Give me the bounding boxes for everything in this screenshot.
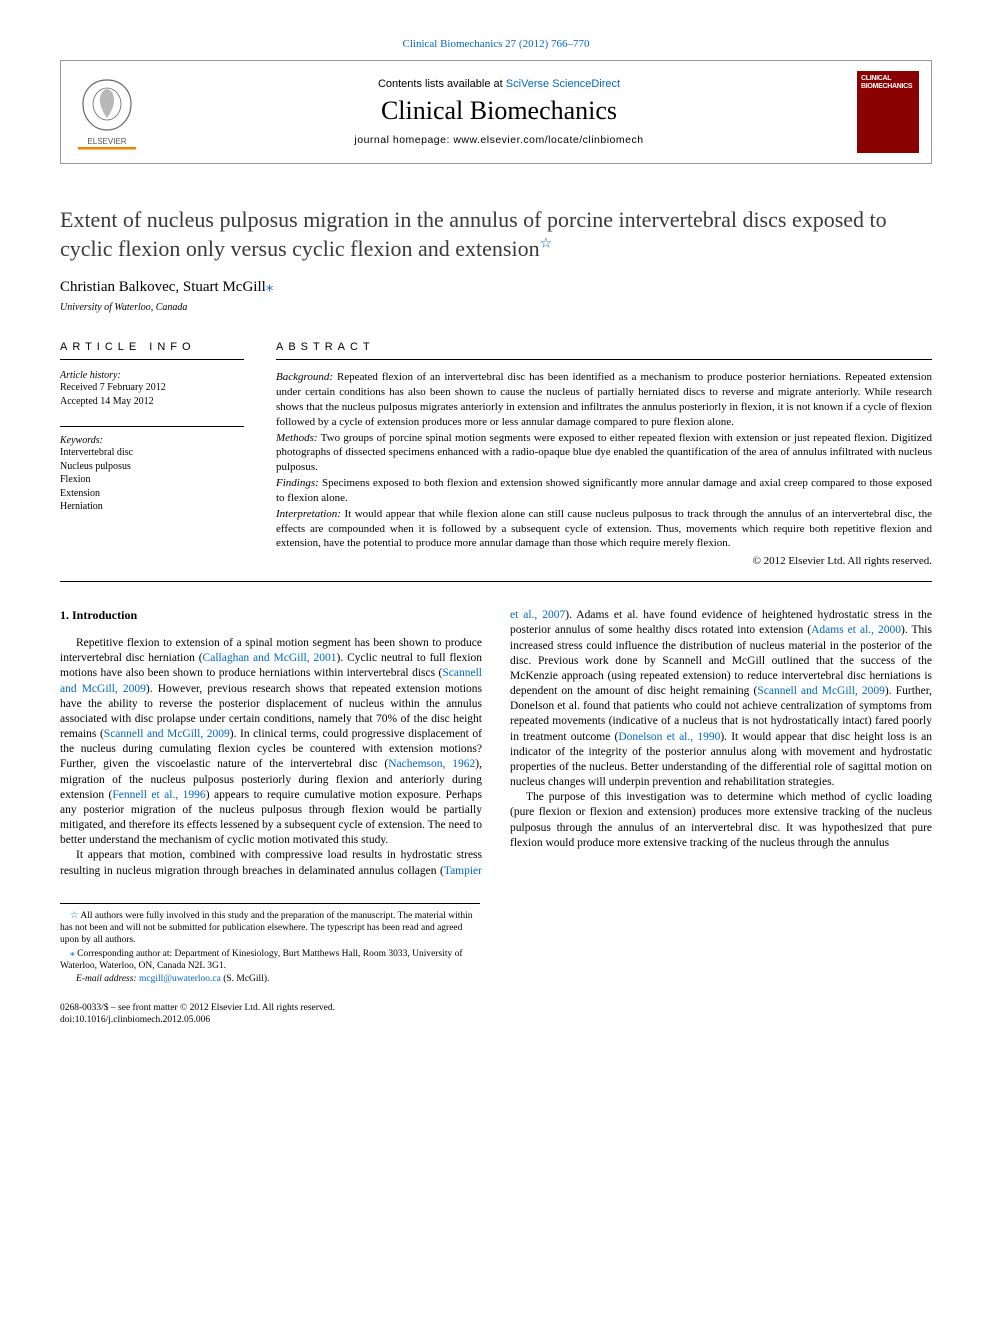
- abstract-body: Background: Repeated flexion of an inter…: [276, 370, 932, 569]
- abs-interpretation-text: It would appear that while flexion alone…: [276, 508, 932, 550]
- abs-methods-label: Methods:: [276, 432, 318, 444]
- citation-link[interactable]: Scannell and McGill, 2009: [757, 685, 885, 697]
- introduction-heading: 1. Introduction: [60, 608, 482, 624]
- title-footnote-marker[interactable]: ☆: [540, 236, 553, 251]
- author-list: Christian Balkovec, Stuart McGill⁎: [60, 277, 932, 296]
- footnotes: ☆ All authors were fully involved in thi…: [60, 903, 480, 986]
- doi-line: doi:10.1016/j.clinbiomech.2012.05.006: [60, 1014, 932, 1026]
- keyword-item: Flexion: [60, 473, 244, 487]
- sciencedirect-link[interactable]: SciVerse ScienceDirect: [506, 78, 620, 90]
- article-body: 1. Introduction Repetitive flexion to ex…: [60, 608, 932, 879]
- journal-name: Clinical Biomechanics: [141, 96, 857, 126]
- citation-link[interactable]: Adams et al., 2000: [811, 624, 901, 636]
- corresponding-marker[interactable]: ⁎: [266, 279, 274, 295]
- affiliation: University of Waterloo, Canada: [60, 302, 932, 313]
- corresponding-footnote: ⁎ Corresponding author at: Department of…: [60, 948, 480, 973]
- article-meta-row: ARTICLE INFO Article history: Received 7…: [60, 341, 932, 582]
- keyword-item: Intervertebral disc: [60, 446, 244, 460]
- journal-cover-thumb: CLINICAL BIOMECHANICS: [857, 71, 919, 153]
- keyword-item: Nucleus pulposus: [60, 460, 244, 474]
- keyword-item: Extension: [60, 487, 244, 501]
- elsevier-logo: ELSEVIER: [73, 74, 141, 150]
- abs-findings-text: Specimens exposed to both flexion and ex…: [276, 477, 932, 504]
- abs-background-text: Repeated flexion of an intervertebral di…: [276, 371, 932, 428]
- keywords-block: Keywords: Intervertebral disc Nucleus pu…: [60, 426, 244, 514]
- star-footnote: ☆ All authors were fully involved in thi…: [60, 910, 480, 947]
- abstract-copyright: © 2012 Elsevier Ltd. All rights reserved…: [276, 554, 932, 569]
- issn-line: 0268-0033/$ – see front matter © 2012 El…: [60, 1002, 932, 1014]
- page-footer: 0268-0033/$ – see front matter © 2012 El…: [60, 1002, 932, 1027]
- email-link[interactable]: mcgill@uwaterloo.ca: [139, 974, 221, 984]
- abs-background-label: Background:: [276, 371, 333, 383]
- citation-link[interactable]: Clinical Biomechanics 27 (2012) 766–770: [403, 38, 590, 50]
- citation-link[interactable]: Scannell and McGill, 2009: [104, 728, 230, 740]
- body-paragraph: The purpose of this investigation was to…: [510, 790, 932, 851]
- abstract-heading: ABSTRACT: [276, 341, 932, 360]
- journal-homepage: journal homepage: www.elsevier.com/locat…: [141, 134, 857, 146]
- keyword-item: Herniation: [60, 500, 244, 514]
- citation-link[interactable]: Donelson et al., 1990: [618, 731, 720, 743]
- contents-line: Contents lists available at SciVerse Sci…: [141, 78, 857, 90]
- citation-link[interactable]: Callaghan and McGill, 2001: [203, 652, 337, 664]
- journal-masthead: ELSEVIER Contents lists available at Sci…: [60, 60, 932, 164]
- history-label: Article history:: [60, 370, 244, 381]
- citation-link[interactable]: Nachemson, 1962: [388, 758, 475, 770]
- keywords-label: Keywords:: [60, 435, 244, 446]
- star-icon: ☆: [70, 911, 79, 921]
- article-info-heading: ARTICLE INFO: [60, 341, 244, 360]
- running-head: Clinical Biomechanics 27 (2012) 766–770: [60, 38, 932, 50]
- history-received: Received 7 February 2012: [60, 381, 244, 395]
- citation-link[interactable]: Fennell et al., 1996: [112, 789, 205, 801]
- abs-interpretation-label: Interpretation:: [276, 508, 341, 520]
- svg-text:ELSEVIER: ELSEVIER: [87, 137, 126, 146]
- article-info-column: ARTICLE INFO Article history: Received 7…: [60, 341, 244, 569]
- abstract-column: ABSTRACT Background: Repeated flexion of…: [276, 341, 932, 569]
- abs-findings-label: Findings:: [276, 477, 319, 489]
- article-title: Extent of nucleus pulposus migration in …: [60, 206, 932, 263]
- history-accepted: Accepted 14 May 2012: [60, 395, 244, 409]
- body-paragraph: Repetitive flexion to extension of a spi…: [60, 636, 482, 848]
- email-footnote: E-mail address: mcgill@uwaterloo.ca (S. …: [60, 973, 480, 985]
- abs-methods-text: Two groups of porcine spinal motion segm…: [276, 432, 932, 474]
